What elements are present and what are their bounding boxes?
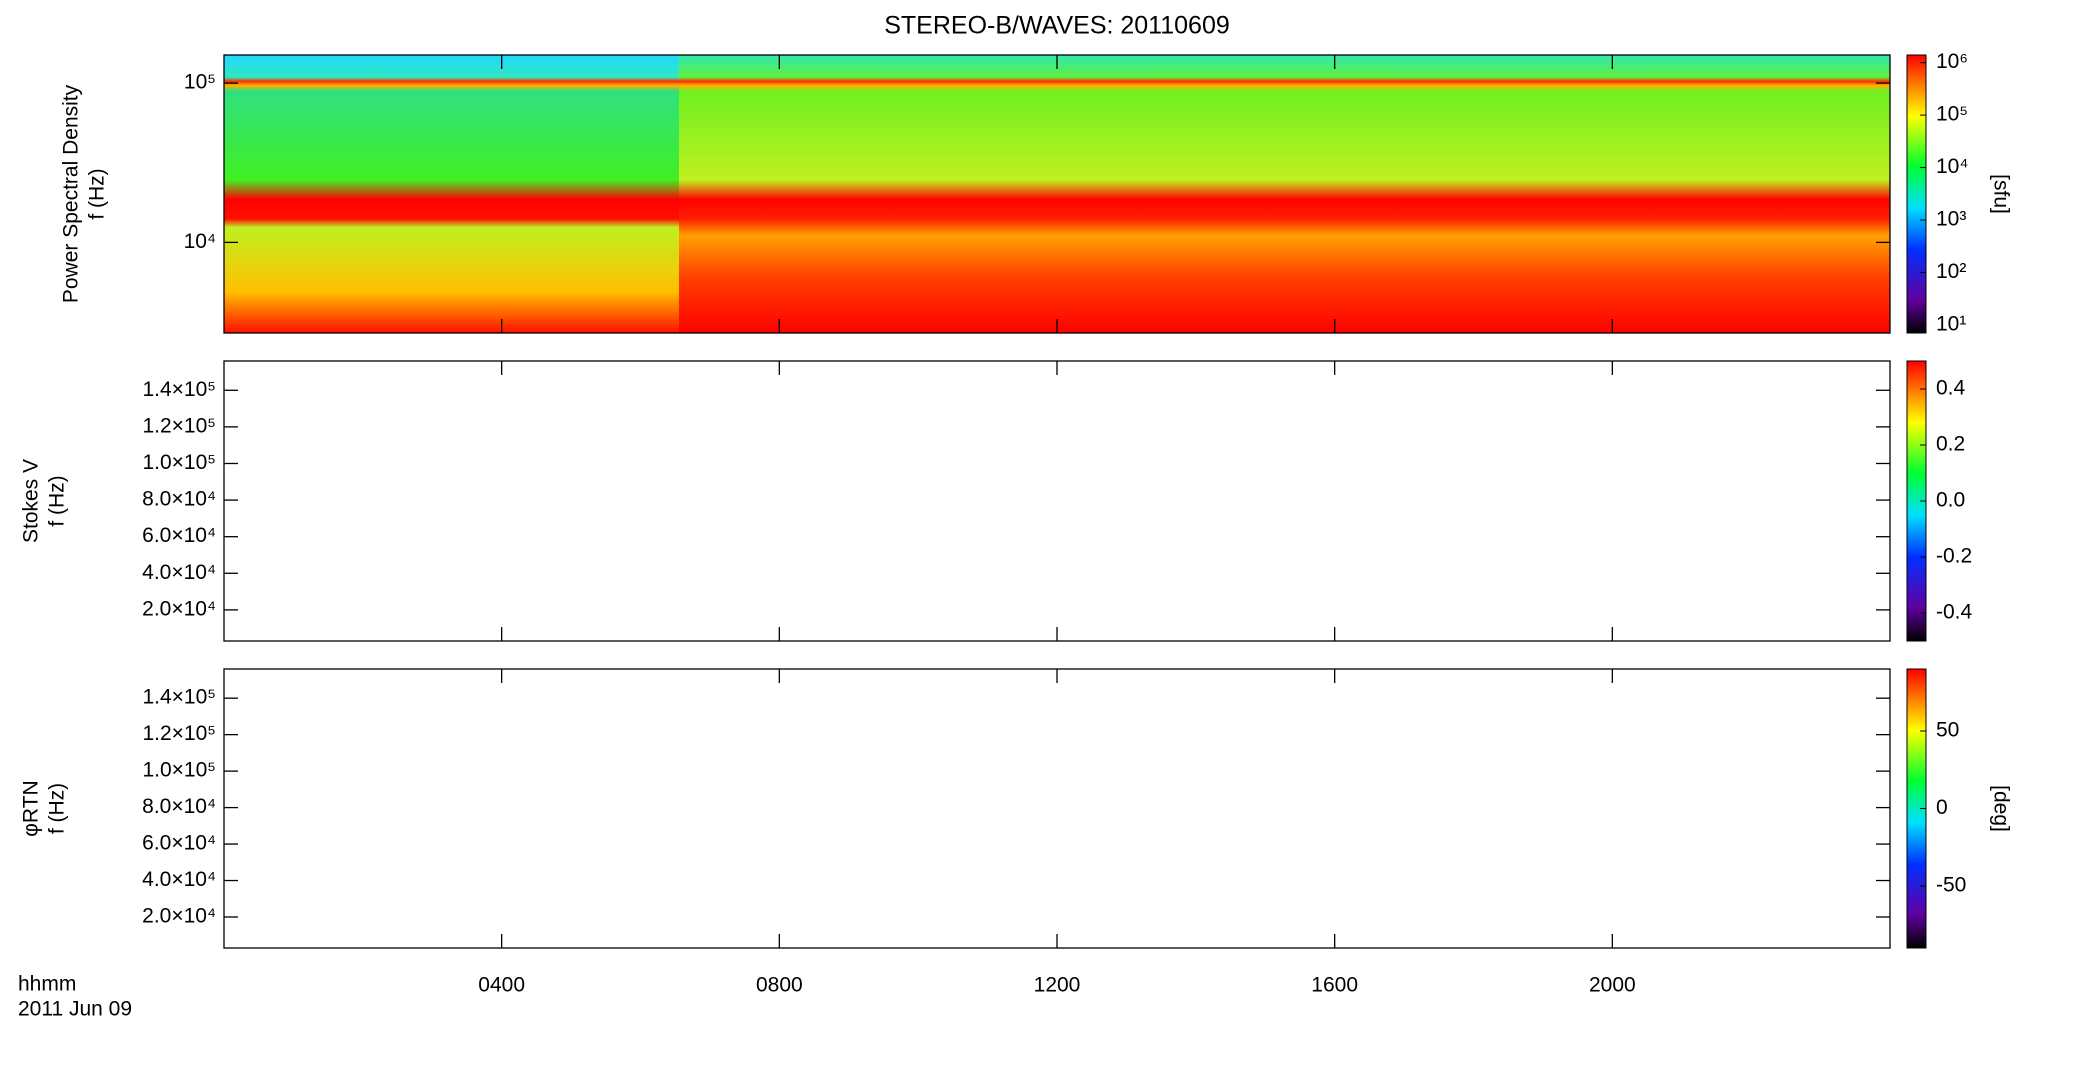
colorbar-tick-label: -50 (1936, 874, 1966, 897)
y-axis-label: f (Hz) (46, 475, 69, 526)
colorbar-tick-label: 10² (1936, 260, 1966, 283)
y-tick-label: 1.0×10⁵ (142, 451, 216, 474)
y-tick-label: 4.0×10⁴ (142, 561, 216, 584)
colorbar-tick-label: 50 (1936, 719, 1959, 742)
y-tick-label: 4.0×10⁴ (142, 868, 216, 891)
colorbar-tick-label: 10⁵ (1936, 103, 1968, 126)
y-tick-label: 1.2×10⁵ (142, 722, 216, 745)
colorbar-tick-label: 10¹ (1936, 312, 1966, 335)
y-tick-label: 1.2×10⁵ (142, 414, 216, 437)
colorbar-tick-label: 10⁶ (1936, 50, 1968, 73)
y-tick-label: 1.4×10⁵ (142, 378, 216, 401)
spectrogram-image (679, 55, 1890, 333)
chart-title: STEREO-B/WAVES: 20110609 (884, 12, 1230, 40)
y-axis-label: Power Spectral Density (60, 84, 83, 303)
y-tick-label: 8.0×10⁴ (142, 488, 216, 511)
colorbar-label: [sfu] (1989, 174, 2012, 214)
y-tick-label: 6.0×10⁴ (142, 524, 216, 547)
plot-frame (223, 360, 1891, 642)
y-tick-label: 10⁴ (184, 230, 216, 253)
y-tick-label: 2.0×10⁴ (142, 597, 216, 620)
colorbar-label: [deg] (1989, 785, 2012, 832)
y-tick-label: 6.0×10⁴ (142, 832, 216, 855)
y-tick-label: 1.0×10⁵ (142, 759, 216, 782)
colorbar (1906, 54, 1927, 334)
y-tick-label: 8.0×10⁴ (142, 795, 216, 818)
colorbar-tick-label: 10³ (1936, 208, 1966, 231)
x-tick-label: 1200 (1034, 974, 1081, 997)
colorbar-tick-label: 0.2 (1936, 433, 1965, 456)
spectrogram-image (224, 55, 679, 333)
date-label: 2011 Jun 09 (18, 998, 132, 1021)
time-label: hhmm (18, 973, 76, 996)
y-tick-label: 10⁵ (184, 71, 216, 94)
y-axis-label: Stokes V (20, 459, 43, 543)
y-tick-label: 1.4×10⁵ (142, 686, 216, 709)
colorbar-tick-label: 10⁴ (1936, 155, 1968, 178)
x-tick-label: 0800 (756, 974, 803, 997)
x-tick-label: 0400 (478, 974, 525, 997)
x-tick-label: 1600 (1311, 974, 1358, 997)
plot-frame (223, 668, 1891, 949)
x-tick-label: 2000 (1589, 974, 1636, 997)
colorbar-tick-label: 0.4 (1936, 377, 1966, 400)
colorbar-tick-label: 0 (1936, 796, 1948, 819)
colorbar-tick-label: 0.0 (1936, 489, 1965, 512)
colorbar-tick-label: -0.2 (1936, 545, 1972, 568)
y-axis-label: f (Hz) (86, 168, 109, 219)
y-axis-label: f (Hz) (46, 783, 69, 834)
y-tick-label: 2.0×10⁴ (142, 905, 216, 928)
y-axis-label: φRTN (20, 780, 43, 836)
colorbar-tick-label: -0.4 (1936, 601, 1973, 624)
